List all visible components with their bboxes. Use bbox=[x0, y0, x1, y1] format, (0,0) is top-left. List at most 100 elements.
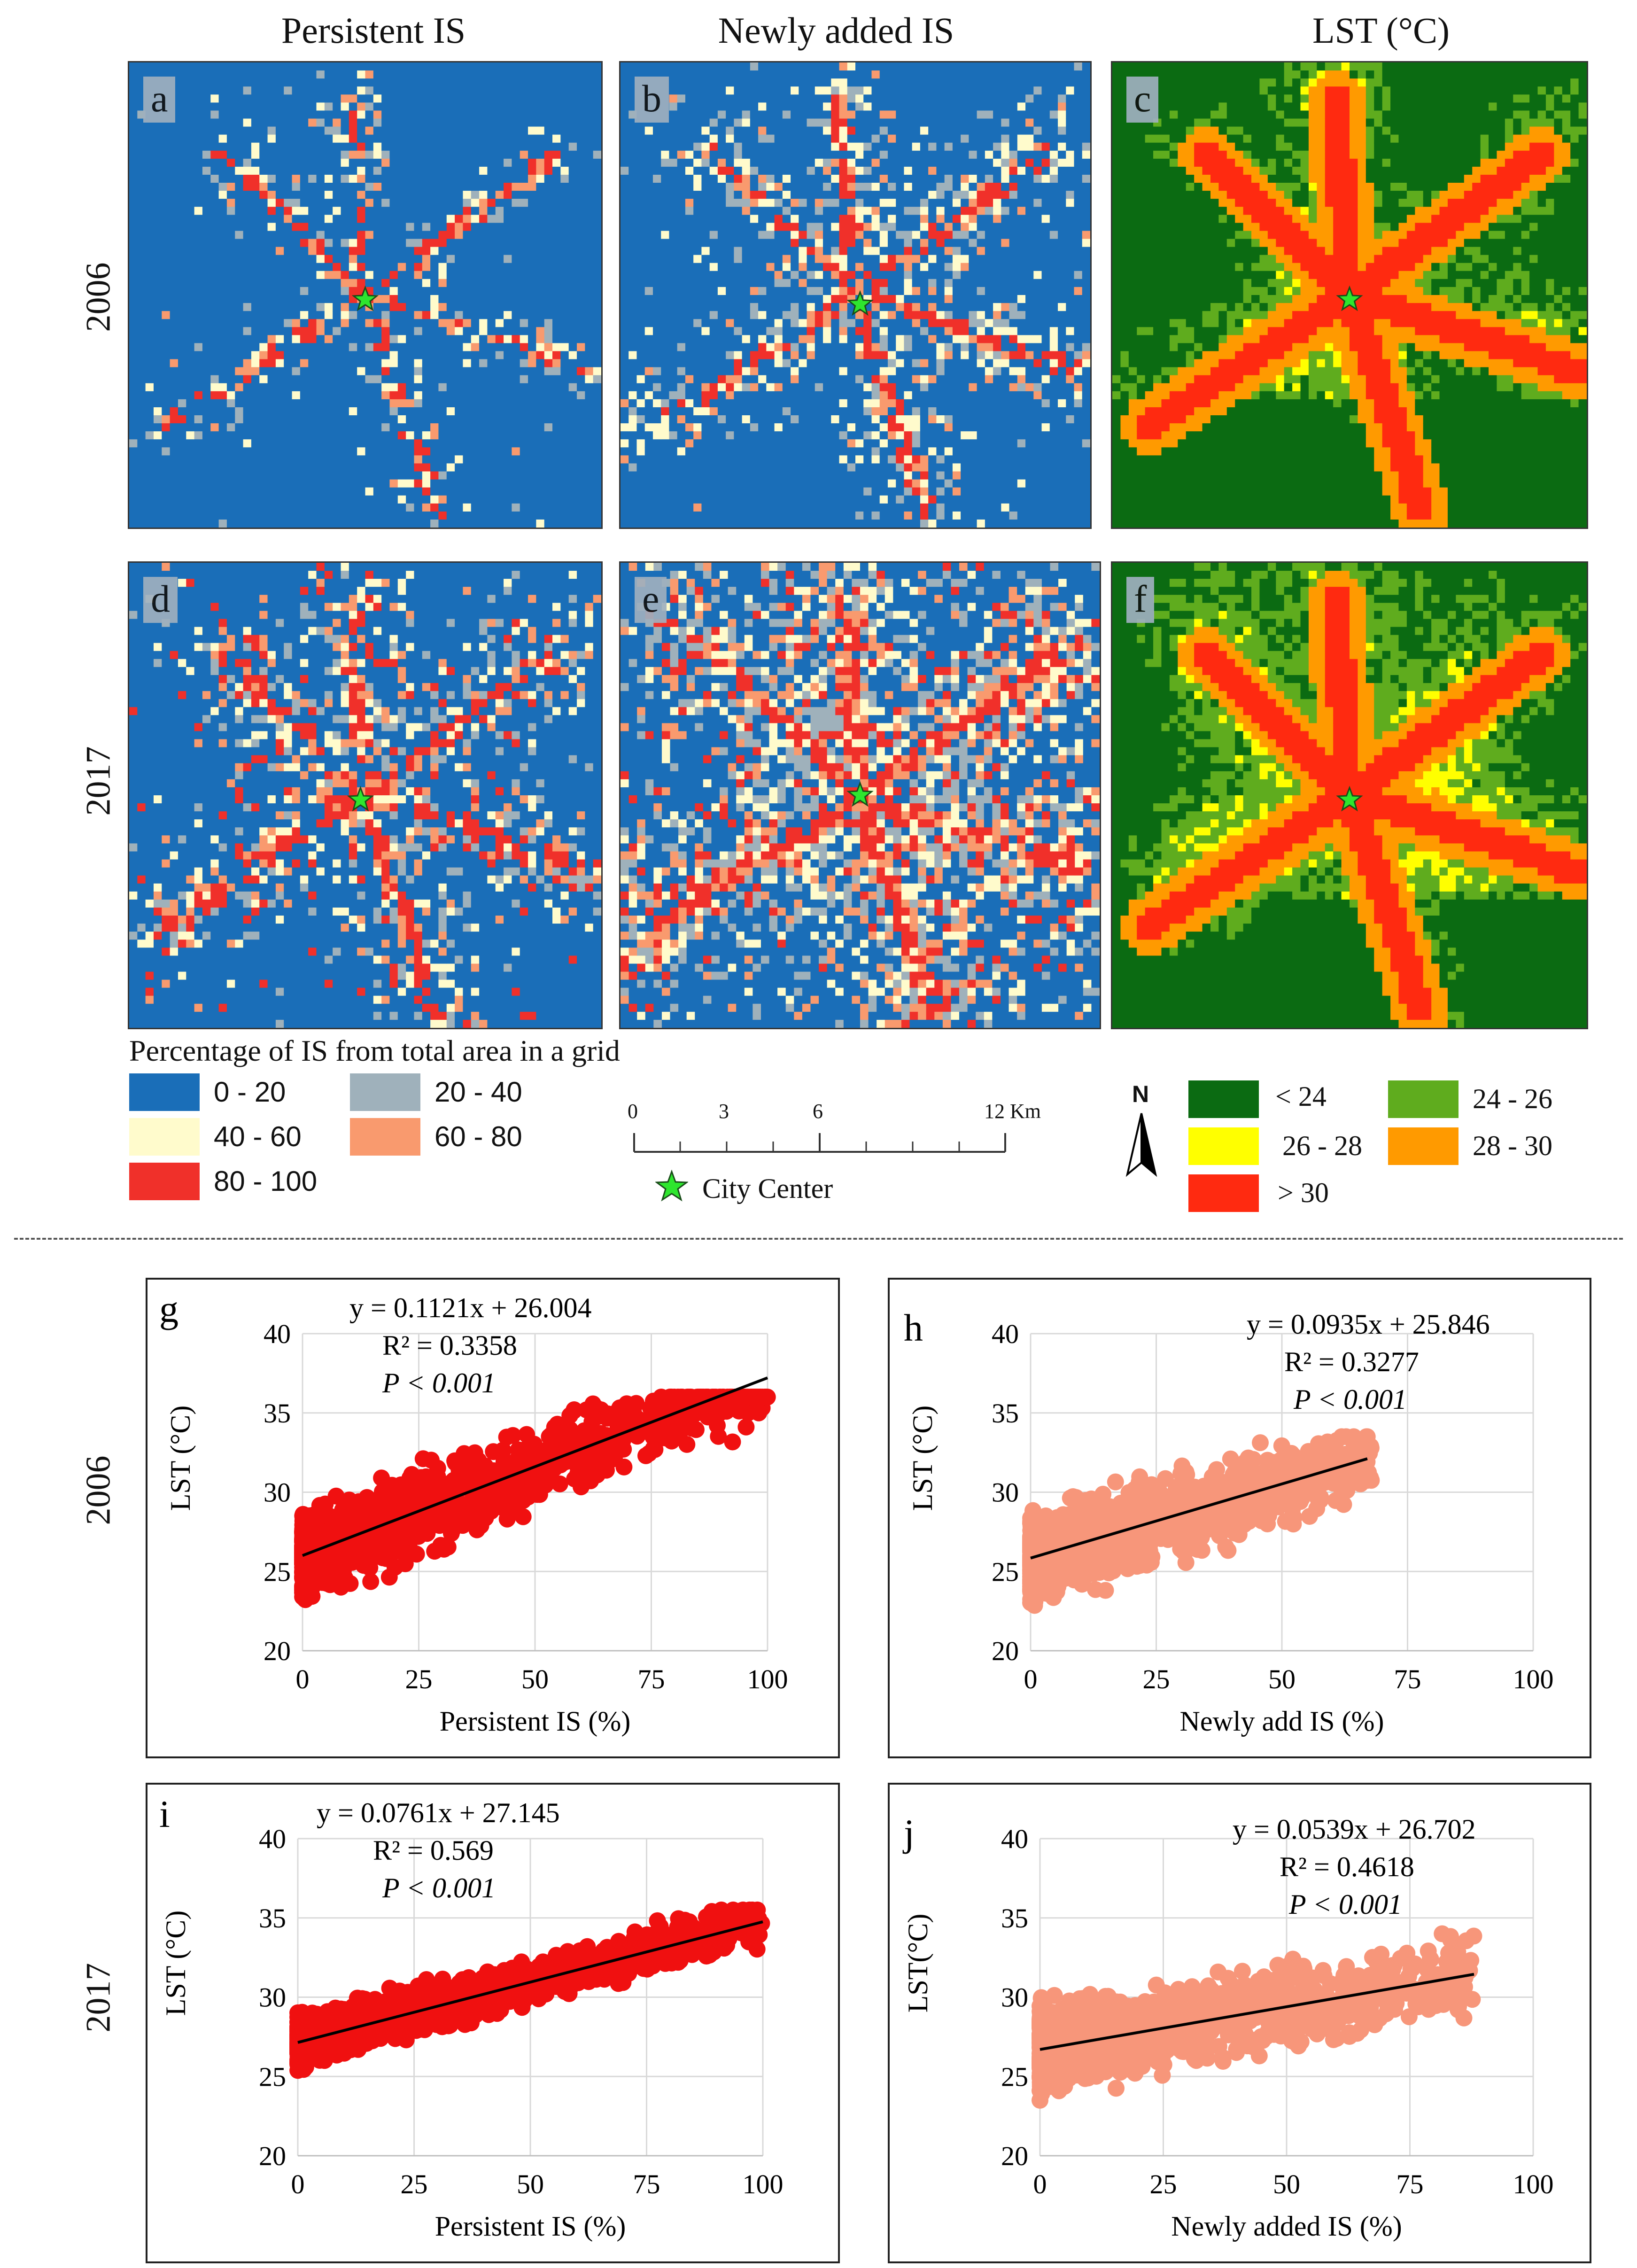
map-cell bbox=[170, 511, 178, 520]
map-cell bbox=[341, 447, 349, 456]
map-cell bbox=[693, 303, 702, 311]
map-cell bbox=[463, 311, 472, 319]
map-cell bbox=[186, 415, 195, 424]
map-cell bbox=[324, 487, 333, 496]
map-cell bbox=[218, 343, 227, 352]
map-cell bbox=[267, 319, 276, 327]
map-cell bbox=[520, 287, 528, 295]
map-cell bbox=[701, 383, 710, 392]
map-cell bbox=[430, 150, 439, 159]
map-cell bbox=[365, 343, 374, 352]
map-cell bbox=[520, 126, 528, 135]
map-cell bbox=[341, 271, 349, 280]
map-cell bbox=[414, 495, 423, 504]
map-cell bbox=[406, 215, 415, 223]
map-cell bbox=[652, 134, 661, 143]
map-cell bbox=[162, 150, 171, 159]
map-cell bbox=[414, 86, 423, 95]
map-cell bbox=[259, 335, 268, 344]
map-cell bbox=[438, 102, 447, 111]
map-cell bbox=[479, 279, 488, 287]
map-cell bbox=[593, 271, 601, 280]
map-cell bbox=[701, 150, 710, 159]
map-cell bbox=[552, 327, 561, 335]
map-cell bbox=[782, 351, 791, 360]
map-cell bbox=[520, 343, 528, 352]
map-cell bbox=[758, 343, 767, 352]
map-cell bbox=[267, 399, 276, 408]
map-cell bbox=[669, 399, 678, 408]
map-cell bbox=[333, 503, 341, 512]
map-cell bbox=[170, 247, 178, 256]
map-cell bbox=[799, 367, 807, 376]
map-cell bbox=[644, 150, 653, 159]
map-cell bbox=[397, 295, 406, 303]
map-cell bbox=[373, 447, 382, 456]
map-cell bbox=[284, 407, 293, 416]
map-cell bbox=[823, 439, 831, 448]
map-cell bbox=[839, 495, 848, 504]
map-cell bbox=[357, 223, 366, 232]
map-cell bbox=[308, 495, 317, 504]
map-cell bbox=[186, 174, 195, 183]
map-cell bbox=[153, 511, 162, 520]
map-cell bbox=[799, 70, 807, 79]
map-cell bbox=[226, 431, 235, 440]
map-cell bbox=[178, 319, 186, 327]
map-cell bbox=[235, 174, 244, 183]
map-cell bbox=[365, 511, 374, 520]
map-cell bbox=[397, 223, 406, 232]
map-cell bbox=[628, 207, 637, 215]
map-cell bbox=[742, 319, 751, 327]
map-cell bbox=[644, 327, 653, 335]
map-cell bbox=[504, 134, 512, 143]
map-cell bbox=[373, 279, 382, 287]
map-cell bbox=[389, 439, 398, 448]
map-cell bbox=[742, 367, 751, 376]
map-cell bbox=[536, 423, 545, 432]
map-cell bbox=[593, 359, 601, 368]
map-cell bbox=[259, 183, 268, 191]
map-cell bbox=[750, 471, 759, 480]
map-cell bbox=[831, 519, 840, 528]
map-cell bbox=[202, 351, 211, 360]
map-cell bbox=[709, 86, 718, 95]
map-cell bbox=[324, 134, 333, 143]
map-cell bbox=[324, 335, 333, 344]
map-cell bbox=[300, 255, 309, 264]
map-cell bbox=[807, 287, 815, 295]
map-cell bbox=[194, 463, 203, 472]
map-cell bbox=[389, 311, 398, 319]
map-cell bbox=[333, 255, 341, 264]
map-cell bbox=[528, 158, 536, 167]
map-cell bbox=[308, 455, 317, 464]
map-cell bbox=[807, 495, 815, 504]
map-cell bbox=[528, 343, 536, 352]
map-cell bbox=[839, 327, 848, 335]
map-cell bbox=[782, 343, 791, 352]
map-cell bbox=[758, 231, 767, 240]
map-cell bbox=[520, 102, 528, 111]
map-cell bbox=[685, 519, 694, 528]
map-cell bbox=[316, 70, 325, 79]
map-cell bbox=[552, 174, 561, 183]
map-cell bbox=[750, 375, 759, 384]
map-cell bbox=[807, 94, 815, 103]
map-cell bbox=[742, 215, 751, 223]
map-cell bbox=[520, 455, 528, 464]
map-cell bbox=[512, 271, 520, 280]
map-cell bbox=[528, 207, 536, 215]
map-cell bbox=[446, 391, 455, 400]
map-cell bbox=[677, 142, 686, 151]
map-cell bbox=[251, 367, 260, 376]
map-cell bbox=[504, 70, 512, 79]
map-cell bbox=[275, 303, 284, 311]
map-cell bbox=[487, 70, 496, 79]
map-cell bbox=[726, 479, 734, 488]
map-cell bbox=[669, 455, 678, 464]
map-cell bbox=[284, 511, 293, 520]
map-cell bbox=[758, 495, 767, 504]
map-cell bbox=[153, 150, 162, 159]
map-cell bbox=[422, 287, 431, 295]
map-cell bbox=[766, 102, 775, 111]
